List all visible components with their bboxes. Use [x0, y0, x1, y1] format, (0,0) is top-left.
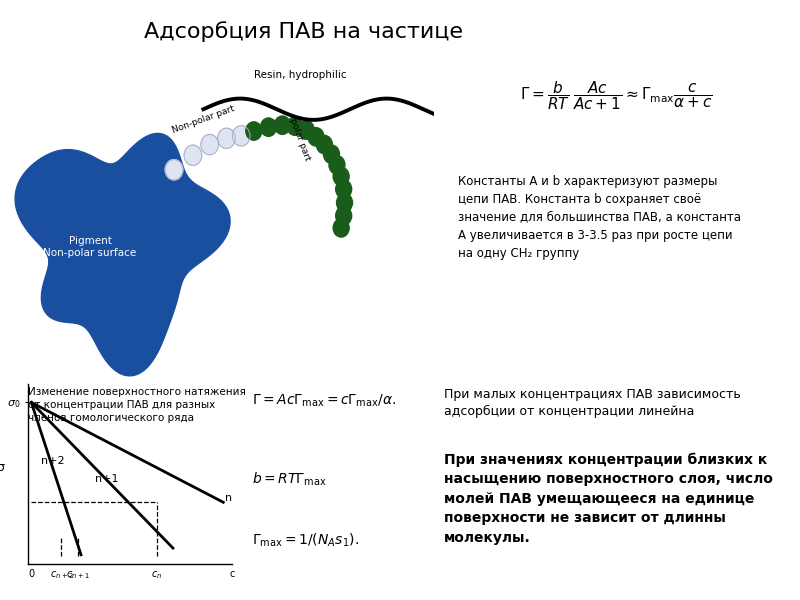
Text: n+1: n+1: [95, 475, 118, 484]
Circle shape: [329, 156, 345, 174]
Text: n+2: n+2: [42, 456, 65, 466]
Circle shape: [308, 128, 324, 146]
Text: Non-polar part: Non-polar part: [171, 104, 236, 136]
Circle shape: [333, 218, 349, 237]
Text: Resin, hydrophilic: Resin, hydrophilic: [254, 70, 346, 80]
Text: При малых концентрациях ПАВ зависимость
адсорбции от концентрации линейна: При малых концентрациях ПАВ зависимость …: [444, 388, 741, 418]
Text: Изменение поверхностного натяжения
от концентрации ПАВ для разных
членов гомолог: Изменение поверхностного натяжения от ко…: [28, 387, 246, 424]
Circle shape: [336, 180, 352, 199]
Text: polar part: polar part: [288, 117, 312, 162]
Circle shape: [336, 206, 352, 225]
Circle shape: [201, 134, 218, 155]
Text: Pigment
Non-polar surface: Pigment Non-polar surface: [43, 236, 137, 258]
Text: При значениях концентрации близких к
насыщению поверхностного слоя, число
молей : При значениях концентрации близких к нас…: [444, 452, 773, 545]
Text: n: n: [226, 493, 233, 503]
Polygon shape: [15, 133, 230, 376]
Circle shape: [165, 160, 183, 180]
Circle shape: [184, 145, 202, 166]
Circle shape: [261, 118, 277, 136]
Circle shape: [337, 193, 353, 212]
Text: $\Gamma = Ac\Gamma_{\mathrm{max}} = c\Gamma_{\mathrm{max}}/\alpha$.: $\Gamma = Ac\Gamma_{\mathrm{max}} = c\Ga…: [252, 393, 396, 409]
Circle shape: [333, 167, 349, 186]
Circle shape: [316, 136, 332, 154]
Circle shape: [287, 117, 303, 136]
Text: Константы А и b характеризуют размеры
цепи ПАВ. Константа b сохраняет своё
значе: Константы А и b характеризуют размеры це…: [458, 175, 741, 260]
Y-axis label: σ: σ: [0, 461, 4, 474]
Text: $\Gamma_{\mathrm{max}} = 1/(N_As_1)$.: $\Gamma_{\mathrm{max}} = 1/(N_As_1)$.: [252, 532, 359, 549]
Circle shape: [323, 145, 339, 163]
Circle shape: [246, 122, 262, 140]
Text: $b = RT\Gamma_{\mathrm{max}}$: $b = RT\Gamma_{\mathrm{max}}$: [252, 470, 326, 488]
Text: $\Gamma = \dfrac{b}{RT}\;\dfrac{Ac}{Ac+1} \approx \Gamma_{\mathrm{max}}\dfrac{c}: $\Gamma = \dfrac{b}{RT}\;\dfrac{Ac}{Ac+1…: [520, 80, 712, 112]
Circle shape: [232, 125, 250, 146]
Text: Адсорбция ПАВ на частице: Адсорбция ПАВ на частице: [145, 21, 463, 42]
Circle shape: [298, 121, 314, 139]
Circle shape: [274, 116, 290, 134]
Circle shape: [218, 128, 235, 148]
